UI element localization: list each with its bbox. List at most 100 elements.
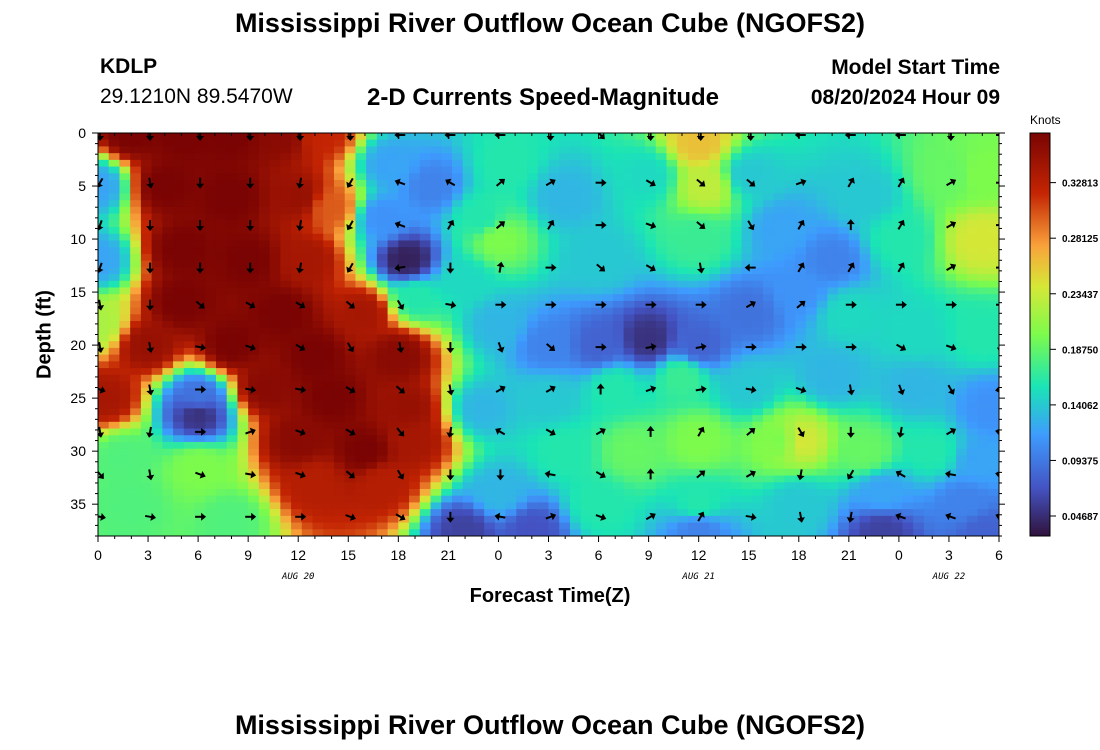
heatmap-cell — [923, 213, 936, 221]
heatmap-cell — [366, 159, 378, 168]
heatmap-cell — [333, 213, 346, 221]
heatmap-cell — [623, 361, 635, 369]
heatmap-cell — [623, 394, 635, 403]
heatmap-cell — [366, 260, 378, 268]
heatmap-cell — [913, 435, 925, 443]
heatmap-cell — [162, 321, 174, 329]
heatmap-cell — [923, 146, 936, 154]
heatmap-cell — [741, 200, 753, 208]
heatmap-cell — [913, 441, 925, 450]
heatmap-cell — [398, 327, 410, 336]
heatmap-cell — [387, 522, 399, 530]
heatmap-cell — [977, 408, 989, 416]
heatmap-cell — [333, 220, 346, 228]
heatmap-cell — [559, 448, 571, 456]
heatmap-cell — [580, 274, 593, 282]
heatmap-cell — [687, 146, 700, 154]
heatmap-cell — [291, 334, 303, 342]
heatmap-cell — [730, 294, 743, 302]
heatmap-cell — [183, 287, 196, 295]
heatmap-cell — [462, 253, 475, 262]
heatmap-cell — [934, 146, 946, 154]
heatmap-cell — [162, 475, 174, 483]
heatmap-cell — [280, 334, 292, 342]
heatmap-cell — [269, 300, 281, 309]
heatmap-cell — [173, 421, 185, 430]
heatmap-cell — [773, 180, 786, 188]
heatmap-cell — [333, 186, 346, 195]
heatmap-cell — [913, 522, 925, 530]
heatmap-cell — [752, 200, 764, 208]
heatmap-cell — [98, 529, 110, 536]
heatmap-cell — [430, 180, 442, 188]
heatmap-cell — [462, 482, 475, 490]
heatmap-cell — [945, 415, 957, 423]
heatmap-cell — [494, 133, 507, 141]
heatmap-cell — [237, 374, 249, 383]
heatmap-cell — [945, 173, 957, 181]
heatmap-cell — [248, 388, 260, 396]
heatmap-cell — [430, 173, 442, 181]
heatmap-cell — [645, 206, 657, 215]
heatmap-cell — [226, 495, 239, 504]
heatmap-cell — [784, 300, 796, 309]
heatmap-cell — [548, 334, 560, 342]
heatmap-cell — [151, 347, 163, 356]
heatmap-cell — [301, 354, 314, 362]
heatmap-cell — [312, 488, 324, 497]
heatmap-cell — [140, 455, 153, 463]
heatmap-cell — [473, 509, 485, 517]
heatmap-cell — [484, 206, 496, 215]
heatmap-cell — [173, 233, 185, 242]
heatmap-cell — [634, 300, 646, 309]
heatmap-cell — [119, 240, 131, 248]
heatmap-cell — [312, 206, 324, 215]
heatmap-cell — [409, 495, 421, 504]
heatmap-cell — [795, 354, 807, 362]
heatmap-cell — [430, 341, 442, 349]
heatmap-cell — [666, 139, 678, 148]
heatmap-cell — [805, 206, 818, 215]
heatmap-cell — [119, 408, 131, 416]
heatmap-cell — [677, 522, 689, 530]
heatmap-cell — [655, 213, 668, 221]
heatmap-cell — [537, 166, 550, 174]
heatmap-cell — [398, 401, 410, 409]
heatmap-cell — [194, 388, 206, 396]
heatmap-cell — [484, 287, 496, 295]
heatmap-cell — [741, 428, 753, 436]
heatmap-cell — [870, 468, 882, 477]
heatmap-cell — [527, 374, 539, 383]
heatmap-cell — [698, 327, 710, 336]
heatmap-cell — [816, 240, 828, 248]
heatmap-cell — [923, 314, 936, 322]
heatmap-cell — [280, 146, 292, 154]
heatmap-cell — [473, 455, 485, 463]
heatmap-cell — [323, 388, 335, 396]
heatmap-cell — [151, 206, 163, 215]
heatmap-cell — [816, 529, 828, 536]
heatmap-cell — [752, 300, 764, 309]
heatmap-cell — [516, 327, 528, 336]
heatmap-cell — [398, 213, 410, 221]
heatmap-cell — [527, 247, 539, 255]
heatmap-cell — [752, 462, 764, 470]
heatmap-cell — [366, 193, 378, 201]
heatmap-cell — [956, 408, 968, 416]
heatmap-cell — [258, 213, 271, 221]
heatmap-cell — [473, 274, 485, 282]
heatmap-cell — [516, 522, 528, 530]
heatmap-cell — [655, 455, 668, 463]
heatmap-cell — [484, 153, 496, 161]
heatmap-cell — [623, 294, 635, 302]
heatmap-cell — [462, 159, 475, 168]
heatmap-cell — [333, 206, 346, 215]
heatmap-cell — [859, 300, 871, 309]
heatmap-cell — [366, 354, 378, 362]
heatmap-cell — [827, 300, 839, 309]
heatmap-cell — [312, 421, 324, 430]
heatmap-cell — [194, 233, 206, 242]
heatmap-cell — [645, 462, 657, 470]
heatmap-cell — [269, 522, 281, 530]
heatmap-cell — [913, 509, 925, 517]
